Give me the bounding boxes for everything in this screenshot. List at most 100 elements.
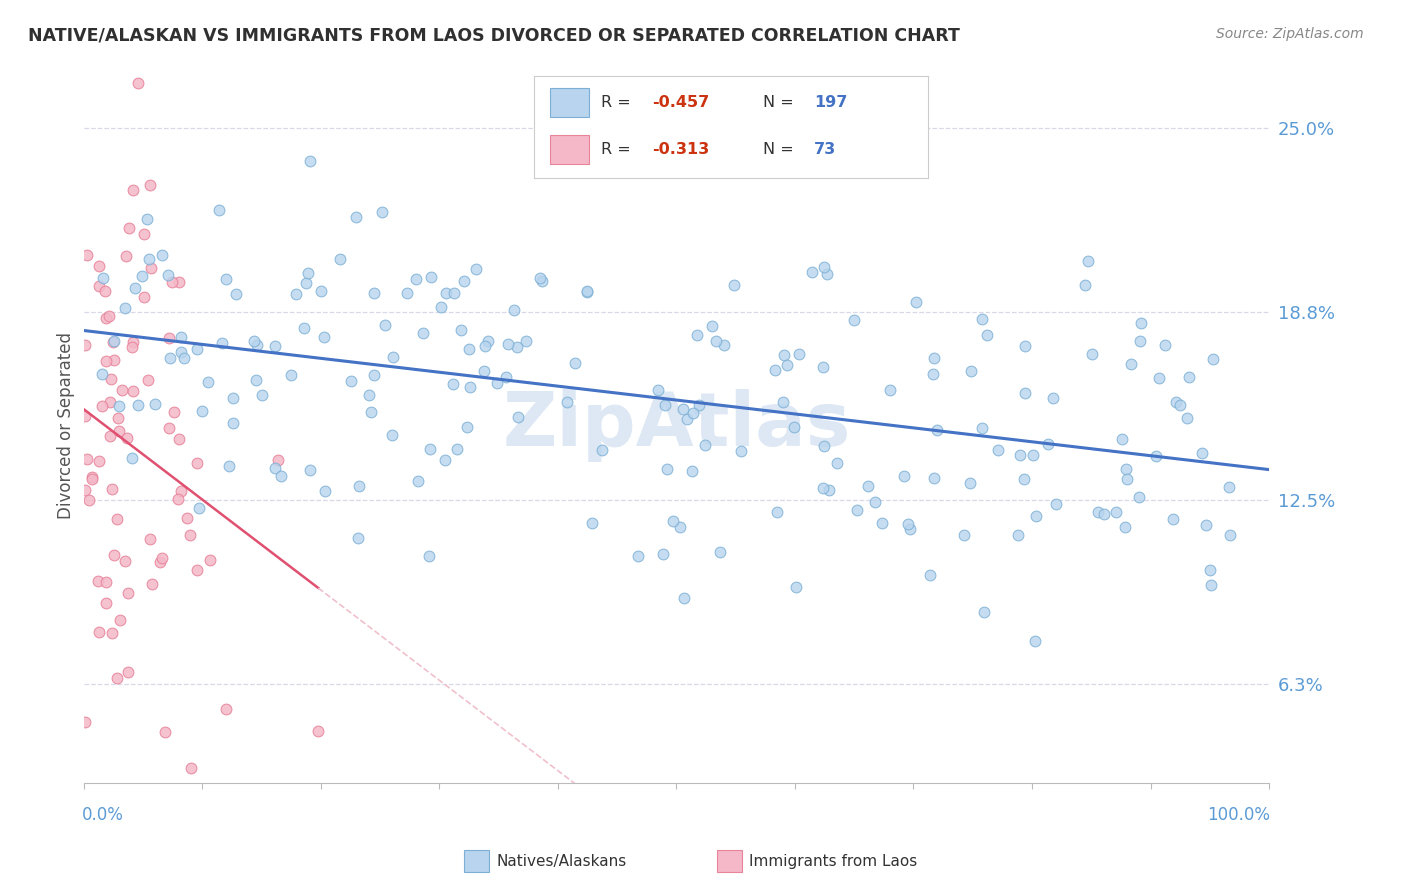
Point bbox=[772, 395, 794, 409]
Point bbox=[672, 402, 695, 417]
Point bbox=[107, 411, 129, 425]
Point bbox=[169, 432, 191, 446]
Point bbox=[75, 483, 97, 497]
Point bbox=[132, 291, 155, 305]
Point bbox=[139, 178, 162, 192]
Point bbox=[114, 554, 136, 568]
Point bbox=[1147, 371, 1170, 385]
Text: -0.457: -0.457 bbox=[652, 95, 710, 110]
Point bbox=[80, 470, 103, 484]
Point bbox=[89, 453, 111, 467]
Point bbox=[284, 286, 307, 301]
Point bbox=[1087, 505, 1109, 519]
Point bbox=[1202, 352, 1225, 367]
Point bbox=[817, 483, 839, 497]
Point bbox=[959, 476, 981, 491]
Point bbox=[405, 271, 427, 285]
Text: R =: R = bbox=[602, 142, 636, 157]
Point bbox=[783, 419, 806, 434]
Point bbox=[100, 372, 122, 386]
Point bbox=[730, 444, 752, 458]
Point bbox=[374, 318, 396, 333]
Point bbox=[103, 548, 125, 562]
Point bbox=[872, 516, 894, 530]
Point bbox=[844, 312, 866, 326]
Point bbox=[898, 522, 921, 536]
Point bbox=[90, 368, 112, 382]
Bar bbox=[550, 88, 589, 117]
Point bbox=[136, 211, 159, 226]
Point bbox=[1038, 437, 1060, 451]
Point bbox=[688, 398, 710, 412]
Point bbox=[357, 387, 380, 401]
Text: Immigrants from Laos: Immigrants from Laos bbox=[749, 855, 918, 869]
Point bbox=[105, 512, 128, 526]
Point bbox=[94, 354, 117, 368]
Point bbox=[709, 544, 731, 558]
Point bbox=[76, 452, 98, 467]
Point bbox=[591, 442, 613, 457]
Point bbox=[132, 227, 155, 241]
Point bbox=[149, 555, 172, 569]
Point bbox=[863, 495, 886, 509]
Point bbox=[263, 460, 285, 475]
Point bbox=[662, 514, 685, 528]
Point bbox=[654, 398, 676, 412]
Point bbox=[122, 335, 145, 350]
Point bbox=[188, 500, 211, 515]
Point bbox=[218, 459, 240, 474]
Point bbox=[101, 482, 124, 496]
Point bbox=[502, 302, 524, 317]
Point bbox=[815, 267, 838, 281]
Point bbox=[267, 452, 290, 467]
Point bbox=[811, 481, 834, 495]
Point bbox=[79, 492, 101, 507]
Point bbox=[166, 491, 188, 506]
Point bbox=[101, 626, 124, 640]
Point bbox=[682, 406, 704, 420]
Point bbox=[1130, 316, 1153, 330]
Point bbox=[280, 368, 302, 383]
Point bbox=[1178, 369, 1201, 384]
Point bbox=[344, 211, 367, 225]
Point bbox=[363, 286, 385, 301]
Point bbox=[879, 383, 901, 397]
Point bbox=[94, 596, 117, 610]
Point bbox=[117, 586, 139, 600]
Point bbox=[173, 351, 195, 366]
Text: NATIVE/ALASKAN VS IMMIGRANTS FROM LAOS DIVORCED OR SEPARATED CORRELATION CHART: NATIVE/ALASKAN VS IMMIGRANTS FROM LAOS D… bbox=[28, 27, 960, 45]
Point bbox=[922, 368, 945, 382]
Point bbox=[143, 397, 166, 411]
Point bbox=[157, 331, 180, 345]
Point bbox=[581, 516, 603, 531]
Text: 73: 73 bbox=[814, 142, 837, 157]
Point bbox=[1144, 449, 1167, 463]
Point bbox=[496, 337, 519, 351]
Point bbox=[477, 334, 499, 348]
Text: Source: ZipAtlas.com: Source: ZipAtlas.com bbox=[1216, 27, 1364, 41]
Point bbox=[773, 348, 796, 362]
Point bbox=[245, 373, 267, 387]
Point bbox=[765, 505, 787, 519]
Point bbox=[159, 351, 181, 366]
Point bbox=[87, 574, 110, 588]
Point bbox=[87, 279, 110, 293]
Point bbox=[1012, 472, 1035, 486]
Point bbox=[242, 334, 264, 348]
Point bbox=[723, 278, 745, 293]
Bar bbox=[550, 136, 589, 164]
Point bbox=[1042, 391, 1064, 405]
Point bbox=[1080, 347, 1102, 361]
Point bbox=[418, 549, 440, 563]
Point bbox=[118, 220, 141, 235]
Point bbox=[122, 384, 145, 398]
Point bbox=[111, 383, 134, 397]
Point bbox=[215, 271, 238, 285]
Point bbox=[412, 326, 434, 340]
Point bbox=[557, 395, 579, 409]
Point bbox=[465, 262, 488, 277]
Point bbox=[131, 269, 153, 284]
Point bbox=[675, 412, 697, 426]
Point bbox=[987, 442, 1010, 457]
Point bbox=[94, 285, 117, 299]
